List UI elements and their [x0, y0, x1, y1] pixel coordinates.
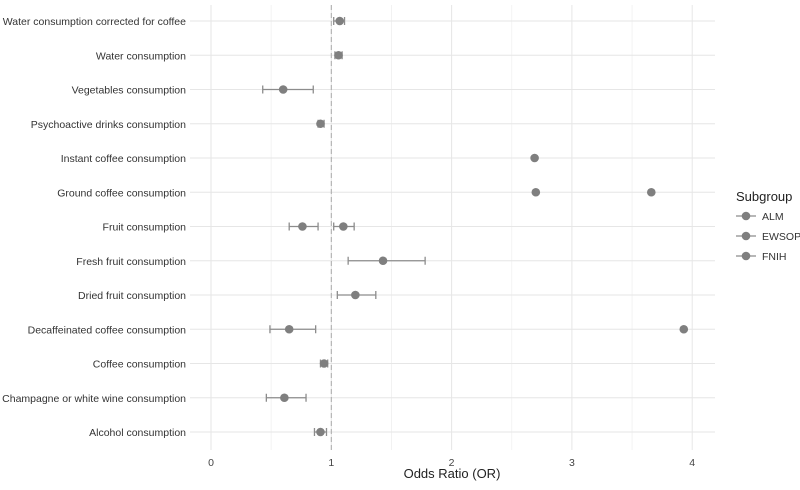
odds-ratio-point — [319, 359, 329, 368]
odds-ratio-point — [316, 119, 325, 129]
legend-label: FNIH — [762, 251, 787, 263]
category-label: Fresh fruit consumption — [76, 256, 186, 268]
x-tick-label: 1 — [328, 457, 334, 469]
legend: Subgroup ALM EWSOP FNIH — [736, 189, 800, 263]
category-label: Champagne or white wine consumption — [2, 393, 186, 405]
x-axis-title: Odds Ratio (OR) — [404, 466, 501, 481]
odds-ratio-point — [280, 393, 289, 403]
odds-ratio-point — [284, 324, 294, 334]
error-bar — [262, 85, 314, 94]
x-axis-ticks: 0 1 2 3 4 — [208, 457, 695, 469]
x-tick-label: 3 — [569, 457, 575, 469]
category-label: Ground coffee consumption — [57, 187, 186, 199]
odds-ratio-point — [298, 222, 307, 231]
category-label: Dried fruit consumption — [78, 290, 186, 302]
odds-ratio-point — [378, 256, 388, 266]
odds-ratio-point — [679, 324, 689, 334]
category-label: Coffee consumption — [93, 359, 186, 371]
legend-key-point — [741, 251, 751, 261]
odds-ratio-point — [531, 187, 541, 197]
odds-ratio-point — [339, 222, 348, 231]
odds-ratio-point — [316, 427, 325, 437]
category-label: Decaffeinated coffee consumption — [28, 324, 187, 336]
legend-key-point — [741, 211, 751, 221]
x-tick-label: 4 — [689, 457, 695, 469]
odds-ratio-point — [351, 290, 360, 300]
category-label: Vegetables consumption — [72, 85, 187, 97]
legend-label: ALM — [762, 211, 784, 223]
category-label: Alcohol consumption — [89, 427, 186, 439]
legend-label: EWSOP — [762, 231, 800, 243]
category-label: Fruit consumption — [103, 222, 187, 234]
category-label: Psychoactive drinks consumption — [31, 119, 186, 131]
odds-ratio-point — [530, 153, 539, 163]
odds-ratio-point — [335, 16, 345, 26]
category-label: Instant coffee consumption — [61, 153, 186, 165]
x-tick-label: 0 — [208, 457, 214, 469]
odds-ratio-point — [334, 50, 343, 60]
legend-item: ALM — [736, 211, 784, 223]
legend-item: FNIH — [736, 251, 787, 263]
y-axis-labels: Water consumption corrected for coffee Wa… — [2, 16, 186, 439]
legend-key-point — [741, 231, 751, 241]
legend-title: Subgroup — [736, 189, 792, 204]
grid — [190, 5, 715, 450]
legend-item: EWSOP — [736, 231, 800, 243]
odds-ratio-point — [646, 187, 656, 197]
category-label: Water consumption corrected for coffee — [3, 16, 186, 28]
odds-ratio-point — [278, 85, 288, 94]
data-points — [262, 16, 689, 437]
x-tick-label: 2 — [449, 457, 455, 469]
category-label: Water consumption — [96, 50, 186, 62]
